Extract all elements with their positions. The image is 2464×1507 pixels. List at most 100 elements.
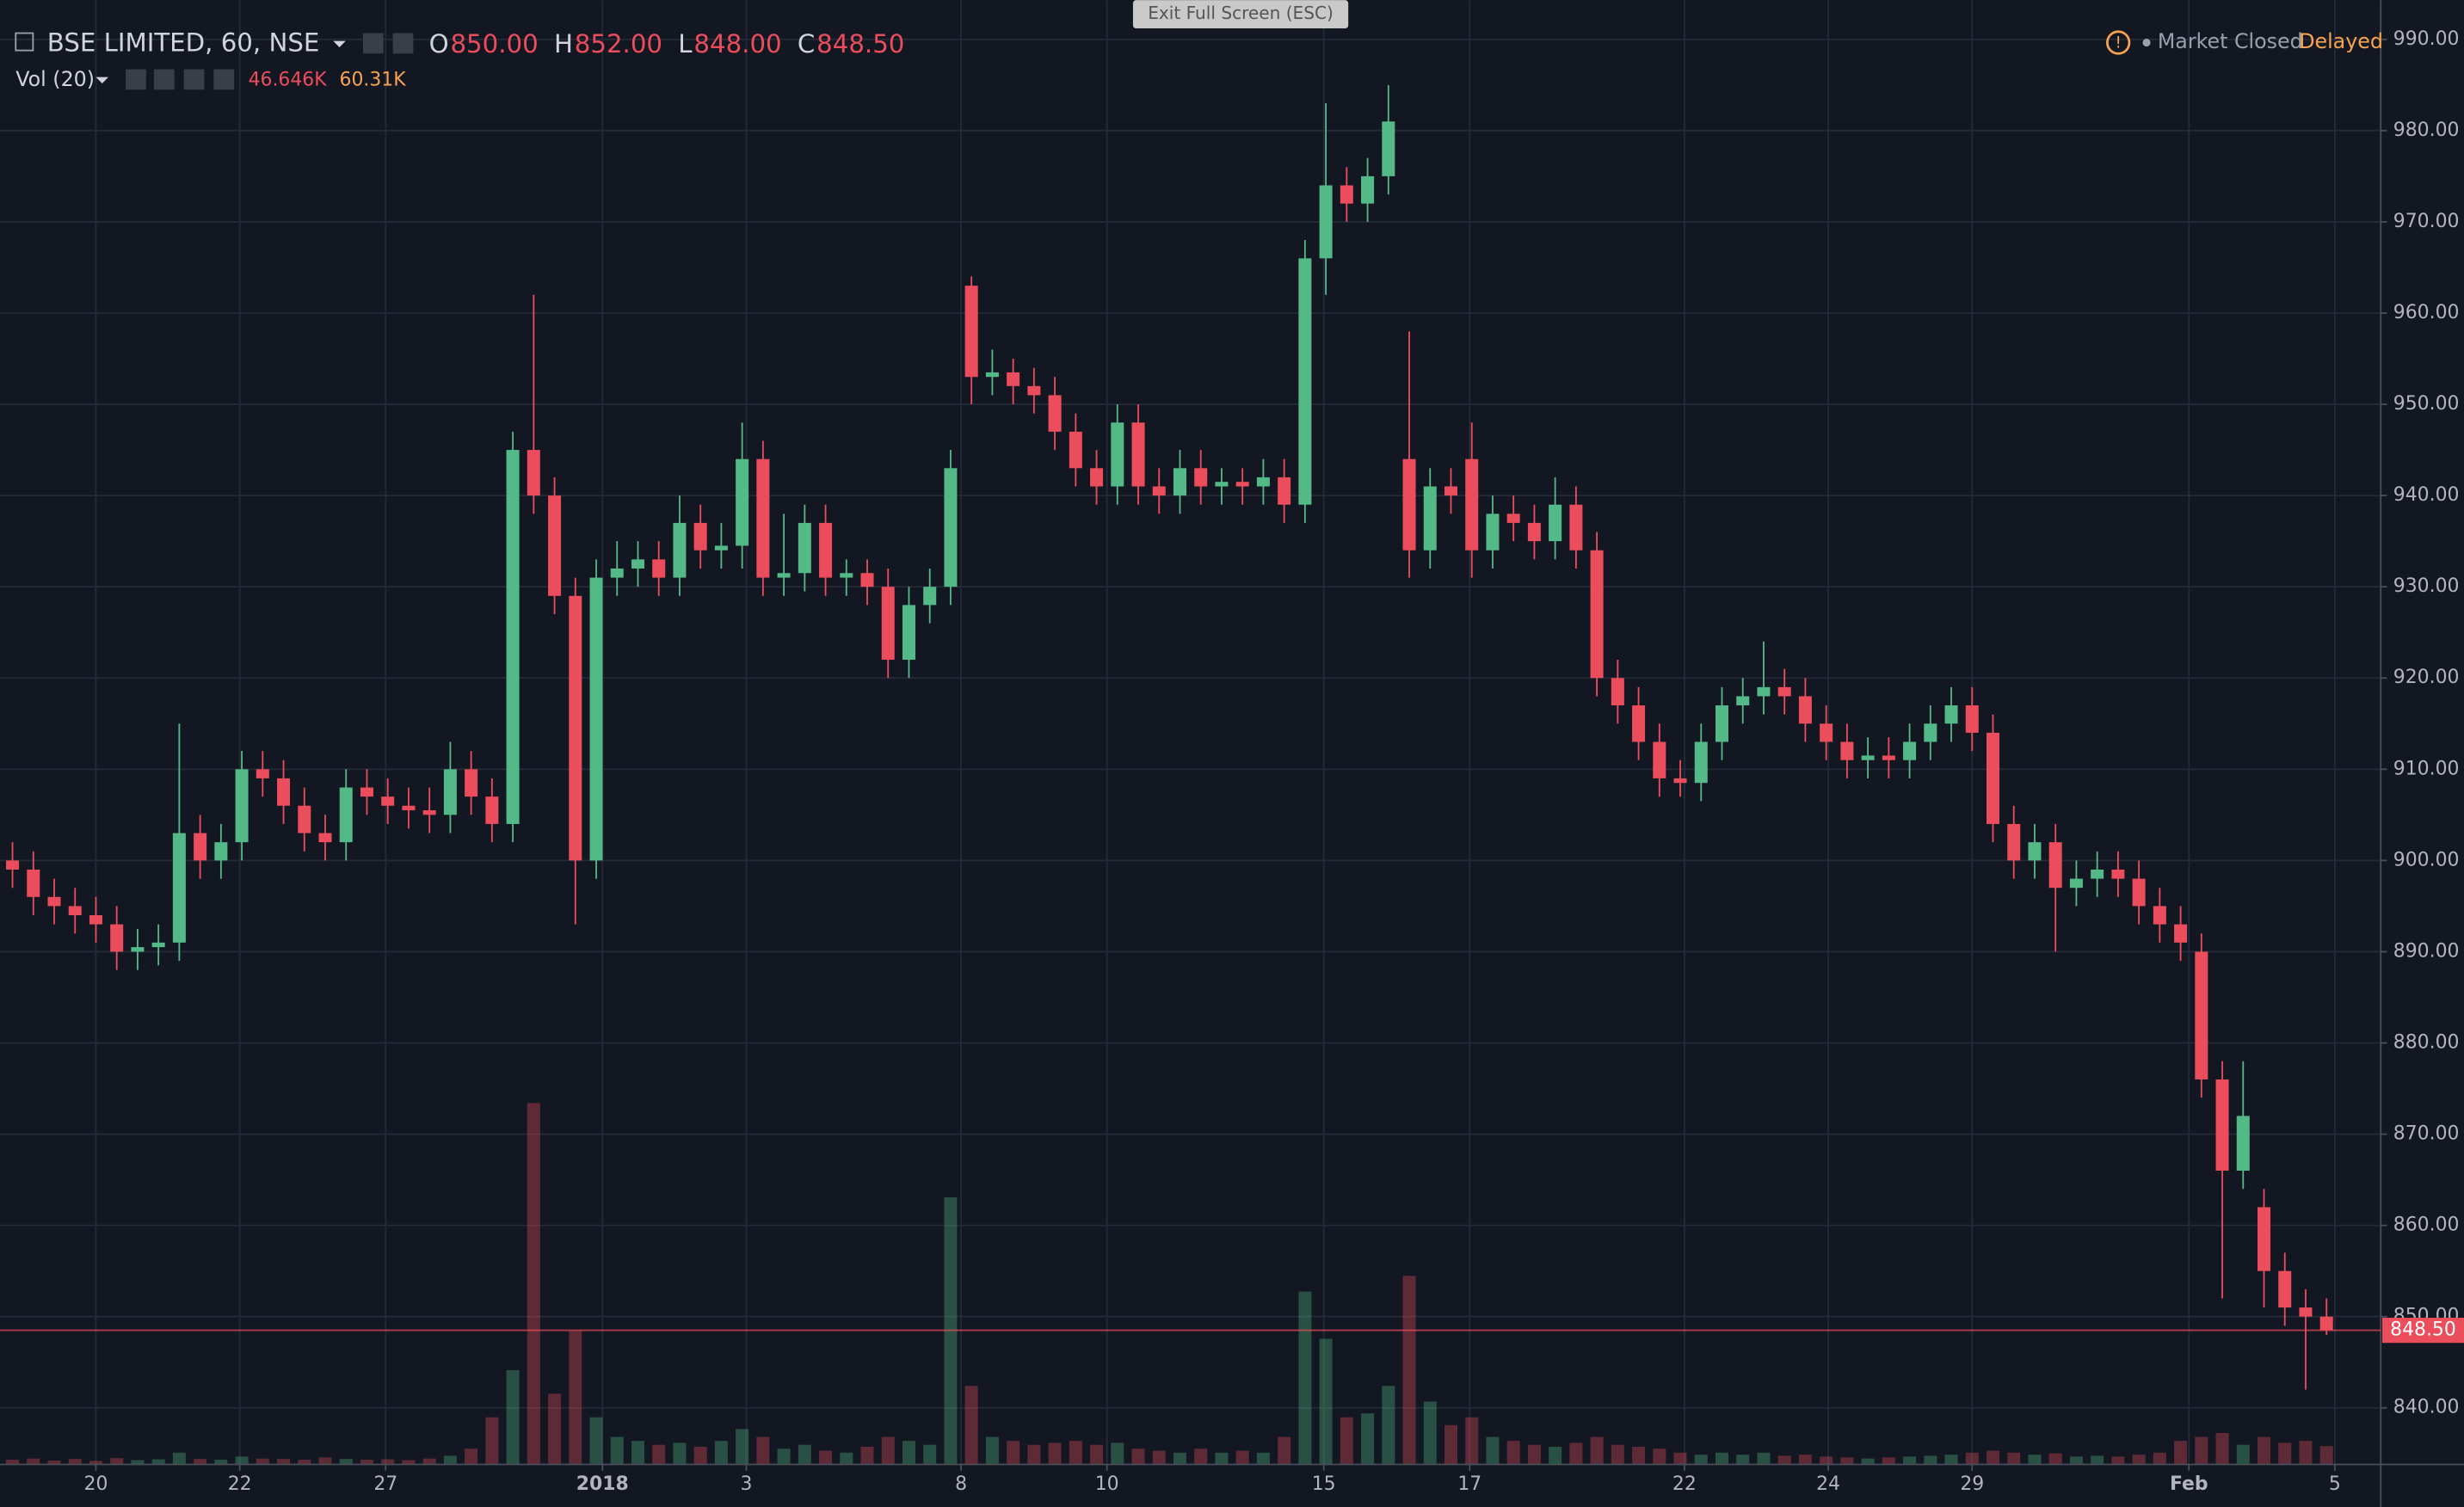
- ohlc-key: H: [554, 29, 573, 58]
- y-tick-label: 890.00: [2393, 940, 2460, 962]
- candle-body: [1465, 458, 1479, 551]
- icon[interactable]: [213, 69, 235, 90]
- volume-bar: [2278, 1442, 2292, 1465]
- volume-bar: [2091, 1455, 2104, 1465]
- volume-bar: [1215, 1452, 1229, 1465]
- x-tick-label: 20: [84, 1473, 108, 1495]
- volume-bar: [381, 1459, 395, 1465]
- warning-mark: !: [2115, 34, 2121, 52]
- volume-bar: [360, 1460, 373, 1465]
- y-tick-label: 900.00: [2393, 849, 2460, 870]
- volume-bar: [485, 1417, 499, 1465]
- candle-body: [1965, 705, 1979, 733]
- volume-bar: [777, 1449, 791, 1465]
- volume-bar: [923, 1444, 937, 1465]
- x-tick-label: 8: [955, 1473, 967, 1495]
- candle-body: [1298, 258, 1312, 505]
- exit-fullscreen-button[interactable]: [1132, 0, 1349, 29]
- volume-bar: [465, 1449, 478, 1465]
- candle-body: [652, 559, 666, 578]
- volume-bar: [840, 1452, 853, 1465]
- volume-bar: [1131, 1449, 1145, 1465]
- legend-header: BSE LIMITED, 60, NSE O 850.00 H 852.00 L 848.…: [15, 28, 904, 91]
- warning-icon[interactable]: [2106, 30, 2131, 55]
- volume-bar: [1465, 1417, 1479, 1465]
- candle-body: [1402, 458, 1416, 551]
- dropdown-icon[interactable]: [95, 77, 109, 83]
- candle-body: [902, 605, 915, 661]
- volume-bar: [214, 1460, 228, 1465]
- volume-bar: [1423, 1401, 1437, 1465]
- candle-body: [2069, 878, 2083, 889]
- candle-body: [673, 522, 687, 578]
- collapse-icon[interactable]: [15, 32, 34, 52]
- candle-body: [1527, 522, 1541, 542]
- candle-body: [569, 595, 582, 861]
- candle-body: [194, 833, 207, 861]
- candle-body: [1340, 185, 1353, 204]
- candle-body: [527, 450, 540, 496]
- candle-body: [339, 787, 353, 843]
- candle-body: [277, 778, 291, 806]
- volume-bar: [1319, 1338, 1333, 1465]
- exit-fullscreen-label[interactable]: Exit Full Screen (ESC): [1148, 3, 1334, 23]
- icon[interactable]: [362, 33, 384, 54]
- candle-body: [631, 559, 644, 569]
- volume-bar: [1590, 1436, 1604, 1465]
- icon[interactable]: [154, 69, 175, 90]
- candle-body: [1194, 468, 1208, 487]
- candle-body: [298, 805, 311, 833]
- volume-bar: [631, 1441, 644, 1465]
- volume-bar: [1194, 1449, 1208, 1465]
- candle-body: [1590, 550, 1604, 679]
- volume-bar: [1882, 1457, 1895, 1465]
- volume-bar: [1840, 1457, 1854, 1465]
- candle-body: [1549, 504, 1562, 542]
- volume-bar: [506, 1369, 520, 1465]
- volume-bar: [1861, 1458, 1875, 1465]
- x-tick-label: 22: [228, 1473, 252, 1495]
- candle-body: [1361, 175, 1375, 204]
- volume-bar: [1715, 1452, 1729, 1465]
- dropdown-icon[interactable]: [333, 40, 346, 47]
- volume-bar: [1965, 1452, 1979, 1465]
- x-tick-label: 24: [1816, 1473, 1840, 1495]
- volume-bar: [1152, 1450, 1166, 1465]
- volume-bar: [756, 1436, 770, 1465]
- volume-bar: [1256, 1452, 1270, 1465]
- volume-bar: [2132, 1455, 2146, 1465]
- volume-title[interactable]: Vol (20): [15, 67, 95, 91]
- volume-bar: [1653, 1449, 1666, 1465]
- candle-body: [819, 522, 833, 578]
- symbol[interactable]: BSE LIMITED, 60, NSE: [47, 28, 320, 57]
- volume-value: 46.646K: [249, 69, 328, 90]
- candle-body: [1882, 755, 1895, 760]
- volume-bar: [443, 1455, 457, 1465]
- volume-bar: [902, 1441, 915, 1465]
- candle-body: [1569, 504, 1583, 551]
- volume-bar: [1027, 1444, 1041, 1465]
- volume-bar: [1235, 1450, 1249, 1465]
- volume-bar: [2215, 1432, 2229, 1465]
- candle-body: [1111, 422, 1124, 487]
- candle-body: [422, 810, 436, 815]
- volume-bar: [548, 1393, 562, 1465]
- ohlc-key: L: [678, 29, 693, 58]
- volume-bar: [318, 1457, 332, 1465]
- volume-bar: [2153, 1452, 2166, 1465]
- icon[interactable]: [126, 69, 146, 90]
- icon[interactable]: [183, 69, 205, 90]
- volume-bar: [1549, 1446, 1562, 1465]
- volume-ma-value: 60.31K: [340, 69, 407, 90]
- candle-body: [2091, 869, 2104, 879]
- candle-body: [1278, 477, 1291, 505]
- axes: 840.00 850.00 860.00 870.00 880.00 890.00 900.…: [0, 28, 2464, 1495]
- candle-body: [1986, 732, 2000, 824]
- volume-bar: [985, 1436, 999, 1465]
- candle-body: [1903, 741, 1917, 760]
- candle-body: [2028, 842, 2042, 861]
- ohlc-value: 850.00: [450, 29, 538, 58]
- y-tick-label: 930.00: [2393, 575, 2460, 597]
- icon[interactable]: [392, 33, 414, 54]
- market-status: Market Closed: [2158, 29, 2303, 53]
